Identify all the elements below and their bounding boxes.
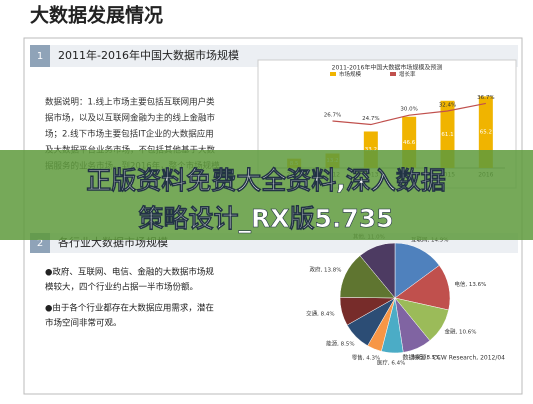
- section-number: 2: [37, 238, 43, 249]
- bullet-line: ●由于各个行业都存在大数据应用需求，潜在: [45, 303, 214, 314]
- pie-slice: [394, 242, 440, 299]
- bullet-line: 市场空间非常可观。: [45, 318, 122, 329]
- section-number: 1: [37, 51, 43, 62]
- pie-label: 零售, 4.3%: [352, 354, 380, 362]
- line-label: 32.4%: [439, 102, 456, 108]
- pie-label: 医疗, 6.4%: [377, 358, 405, 366]
- pie-label: 能源, 8.5%: [326, 339, 354, 347]
- pie-label: 金融, 10.6%: [445, 328, 477, 336]
- desc-line: 场；2.线下市场主要包括IT企业的大数据应用: [45, 129, 214, 140]
- growth-line: [332, 102, 486, 126]
- bar-label: 61.1: [441, 132, 453, 138]
- legend-swatch: [390, 72, 396, 76]
- bar-label: 46.6: [403, 140, 416, 146]
- line-label: 24.7%: [362, 116, 379, 122]
- pie-label: 交通, 8.4%: [306, 310, 334, 318]
- desc-line: 数据说明：1.线上市场主要包括互联网用户类: [45, 97, 215, 108]
- section-num-box: [30, 45, 50, 67]
- legend-label: 市场规模: [339, 70, 362, 78]
- pie-label: 电信, 13.6%: [454, 280, 486, 288]
- pie-label: 制造, 8.5%: [412, 353, 440, 361]
- overlay-band: [0, 150, 533, 240]
- pie-label: 政府, 13.8%: [310, 265, 342, 273]
- bar-label: 65.2: [480, 130, 492, 136]
- bullet-line: ●政府、互联网、电信、金融的大数据市场规: [45, 267, 214, 278]
- line-label: 36.7%: [477, 95, 494, 101]
- overlay-text: 正版资料免费大全资料,深入数据: [86, 166, 446, 195]
- overlay-text: 策略设计_RX版5.735: [138, 204, 393, 233]
- desc-line: 据市场，以及以互联网金融为主的线上金融市: [45, 113, 216, 124]
- bullet-line: 模较大，四个行业约占据一半市场份额。: [45, 282, 198, 293]
- section-title: 2011年-2016年中国大数据市场规模: [58, 48, 239, 62]
- legend-label: 增长率: [399, 70, 416, 78]
- line-label: 30.0%: [400, 107, 417, 113]
- chart-title: 2011-2016年中国大数据市场规模及预测: [332, 64, 443, 72]
- legend-swatch: [330, 72, 336, 76]
- source: 数据来源：CCW Research, 2012/04: [403, 354, 506, 362]
- line-label: 26.7%: [324, 113, 341, 119]
- pie-slice: [359, 242, 396, 299]
- title: 大数据发展情况: [30, 4, 163, 27]
